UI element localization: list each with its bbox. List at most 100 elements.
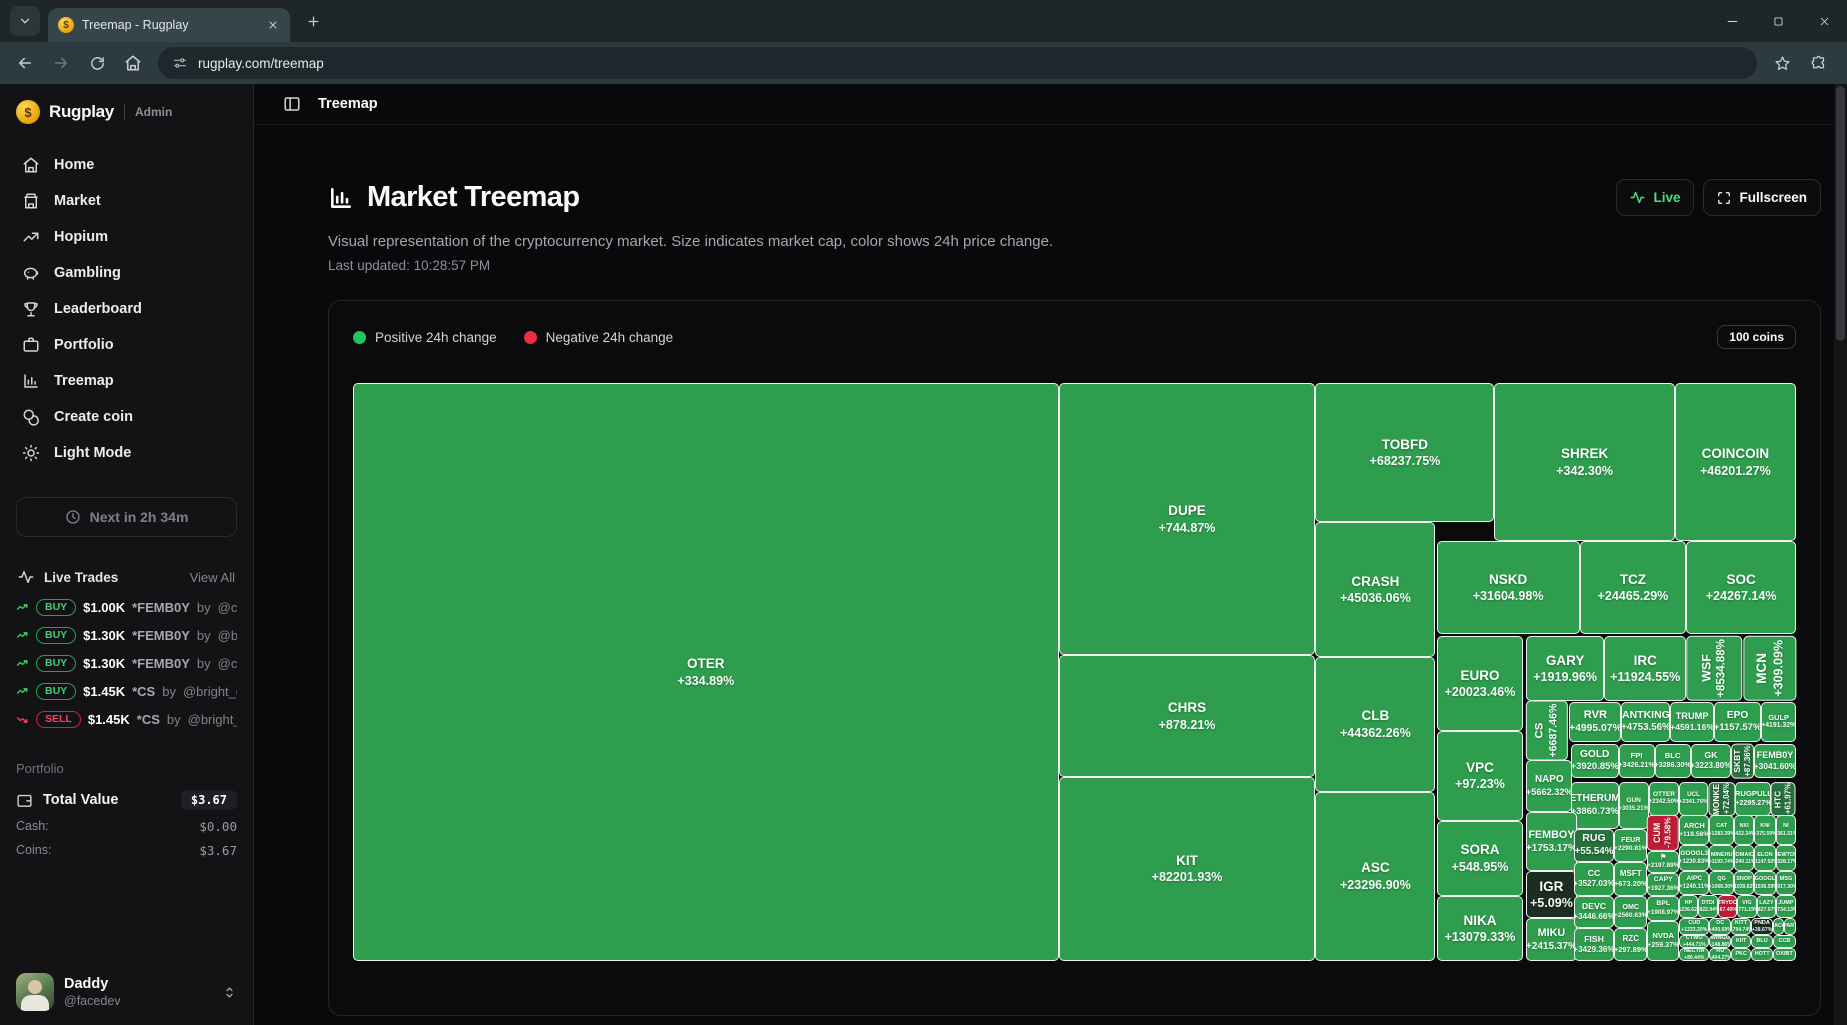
treemap-cell-CCB[interactable]: CCB bbox=[1772, 934, 1796, 949]
treemap-cell-ELON[interactable]: ELON+1147.92% bbox=[1754, 845, 1776, 872]
treemap-cell-TRYDC[interactable]: TRYDC -67.49% bbox=[1718, 895, 1737, 919]
treemap-cell-CAT[interactable]: CAT +1283.39% bbox=[1709, 815, 1734, 846]
treemap-cell-CLB[interactable]: CLB +44362.26% bbox=[1315, 656, 1436, 792]
treemap-cell-GUN[interactable]: GUN +3035.21% bbox=[1618, 781, 1649, 829]
close-button[interactable] bbox=[1801, 0, 1847, 42]
treemap-cell-GOLD[interactable]: GOLD +3920.85% bbox=[1570, 743, 1619, 779]
sidebar-item-home[interactable]: Home bbox=[16, 148, 237, 181]
treemap-cell-NEWTON[interactable]: NEWTON+328.17% bbox=[1775, 845, 1796, 872]
treemap-cell-FEUR[interactable]: FEUR +2290.81% bbox=[1614, 828, 1648, 862]
treemap-cell-WSF[interactable]: WSF +8534.88% bbox=[1686, 636, 1743, 701]
treemap-cell-NECTIA[interactable]: NECTIA +80.44% bbox=[1679, 948, 1710, 961]
scrollbar-thumb[interactable] bbox=[1836, 86, 1845, 341]
treemap-cell-CHRS[interactable]: CHRS +878.21% bbox=[1058, 655, 1316, 777]
treemap-cell-OXIBT[interactable]: OXIBT bbox=[1772, 948, 1796, 961]
treemap-cell-HTC[interactable]: HTC +61.97% bbox=[1771, 781, 1796, 816]
treemap-cell-GOOGL[interactable]: GOOGL+1036.59% bbox=[1754, 871, 1776, 896]
treemap-cell-SOC[interactable]: SOC +24267.14% bbox=[1686, 541, 1796, 634]
treemap-cell-NIKA[interactable]: NIKA +13079.33% bbox=[1436, 896, 1524, 961]
home-button[interactable] bbox=[116, 46, 150, 80]
treemap-cell-ARCH[interactable]: ARCH +118.58% bbox=[1679, 815, 1710, 846]
treemap-cell-MONKE[interactable]: MONKE +72.04% bbox=[1707, 781, 1736, 816]
treemap-cell-IOMAIO[interactable]: IOMAIO+240.11% bbox=[1733, 845, 1755, 872]
sidebar-item-leaderboard[interactable]: Leaderboard bbox=[16, 292, 237, 325]
treemap-cell-⚑[interactable]: ⚑ +2197.89% bbox=[1647, 851, 1680, 874]
trade-row[interactable]: BUY $1.00K *FEMB0Y by @cytec bbox=[16, 595, 237, 619]
treemap-cell-HP[interactable]: HP+1236.62% bbox=[1679, 895, 1698, 919]
treemap-cell-GOOGL3[interactable]: GOOGL3 +1230.83% bbox=[1679, 845, 1710, 872]
treemap-cell-OTER[interactable]: OTER +334.89% bbox=[353, 383, 1059, 961]
treemap-cell-MIKU[interactable]: MIKU +2415.37% bbox=[1526, 918, 1577, 961]
treemap-cell-SHREK[interactable]: SHREK +342.30% bbox=[1494, 383, 1675, 542]
treemap-cell-GARY[interactable]: GARY +1919.96% bbox=[1526, 636, 1605, 701]
treemap-cell-BLU[interactable]: BLU bbox=[1751, 934, 1773, 949]
tab-close-icon[interactable] bbox=[264, 16, 282, 34]
treemap-cell-CC[interactable]: CC +3527.03% bbox=[1573, 861, 1615, 896]
treemap-cell-TRUMP[interactable]: TRUMP +4591.16% bbox=[1670, 702, 1714, 742]
treemap-cell-EPO[interactable]: EPO +1157.57% bbox=[1713, 702, 1762, 742]
treemap-cell-OMC[interactable]: OMC +2560.63% bbox=[1614, 895, 1648, 929]
treemap-cell-NVDA[interactable]: NVDA +259.37% bbox=[1647, 921, 1680, 961]
treemap-cell-OTTER[interactable]: OTTER +2342.50% bbox=[1648, 781, 1680, 816]
treemap-cell-JUMP[interactable]: JUMP+734.13% bbox=[1775, 895, 1796, 919]
treemap-cell-KIT[interactable]: KIT +82201.93% bbox=[1058, 776, 1316, 961]
treemap-cell-SORA[interactable]: SORA +548.95% bbox=[1436, 820, 1524, 897]
treemap-cell-VIG[interactable]: VIG+771.19% bbox=[1736, 895, 1758, 919]
treemap-cell-BLC[interactable]: BLC +3286.30% bbox=[1654, 743, 1691, 779]
treemap-cell-RUG[interactable]: RUG +55.54% bbox=[1573, 828, 1615, 862]
sidebar-item-hopium[interactable]: Hopium bbox=[16, 220, 237, 253]
treemap-cell-RUGPULL[interactable]: RUGPULL +2295.27% bbox=[1735, 781, 1772, 816]
treemap-cell-MINEHU[interactable]: MINEHU +1193.74% bbox=[1709, 845, 1734, 872]
trade-row[interactable]: SELL $1.45K *CS by @bright_dee bbox=[16, 707, 237, 731]
treemap-cell-MCN[interactable]: MCN +309.09% bbox=[1742, 636, 1796, 701]
trade-row[interactable]: BUY $1.30K *FEMB0Y by @brave bbox=[16, 623, 237, 647]
browser-tab[interactable]: $ Treemap - Rugplay bbox=[48, 8, 290, 42]
treemap-cell-FEMB0Y[interactable]: FEMB0Y +3041.60% bbox=[1754, 743, 1796, 779]
page-scrollbar[interactable] bbox=[1834, 84, 1847, 1025]
treemap-cell-NI[interactable]: NI+361.51% bbox=[1775, 815, 1796, 846]
treemap-cell-COINCOIN[interactable]: COINCOIN +46201.27% bbox=[1674, 383, 1796, 542]
sidebar-item-market[interactable]: Market bbox=[16, 184, 237, 217]
next-reward-timer[interactable]: Next in 2h 34m bbox=[16, 497, 237, 537]
bookmark-star-icon[interactable] bbox=[1765, 46, 1799, 80]
sidebar-item-create-coin[interactable]: Create coin bbox=[16, 400, 237, 433]
minimize-button[interactable] bbox=[1709, 0, 1755, 42]
treemap-cell-CUD[interactable]: CUD +1233.20% bbox=[1679, 918, 1710, 935]
treemap-cell-KNI[interactable]: KNI +375.59% bbox=[1754, 815, 1776, 846]
extensions-puzzle-icon[interactable] bbox=[1801, 46, 1835, 80]
treemap-cell-CTWO[interactable]: CTWO +444.71% bbox=[1679, 934, 1710, 949]
treemap-cell-RVR[interactable]: RVR +4995.07% bbox=[1569, 702, 1622, 742]
treemap-cell-VPC[interactable]: VPC +97.23% bbox=[1436, 730, 1524, 821]
treemap-cell-UCL[interactable]: UCL +2341.76% bbox=[1679, 781, 1708, 816]
treemap-cell-CS[interactable]: CS +6687.46% bbox=[1526, 700, 1568, 761]
sidebar-item-treemap[interactable]: Treemap bbox=[16, 364, 237, 397]
treemap-cell-DUPE[interactable]: DUPE +744.87% bbox=[1058, 383, 1316, 656]
treemap-cell-JACO[interactable]: JACO bbox=[1772, 918, 1785, 935]
treemap-cell-DTDI[interactable]: DTDI+822.04% bbox=[1697, 895, 1719, 919]
treemap-cell-ANTKING[interactable]: ANTKING +4753.56% bbox=[1621, 702, 1671, 742]
treemap-cell-RU[interactable]: RU +404.27% bbox=[1709, 948, 1732, 961]
treemap-cell-KIIT[interactable]: KIIT bbox=[1731, 934, 1752, 949]
sidebar-item-gambling[interactable]: Gambling bbox=[16, 256, 237, 289]
treemap-cell-MSFT[interactable]: MSFT +673.20% bbox=[1614, 861, 1648, 896]
treemap-cell-QG[interactable]: QG +1068.30% bbox=[1709, 871, 1734, 896]
forward-button[interactable] bbox=[44, 46, 78, 80]
address-bar[interactable]: rugplay.com/treemap bbox=[158, 47, 1757, 79]
treemap-cell-FPI[interactable]: FPI +3426.21% bbox=[1618, 743, 1655, 779]
treemap-cell-PART[interactable]: PART bbox=[1784, 918, 1796, 935]
treemap-cell-BPL[interactable]: BPL +1908.97% bbox=[1647, 896, 1680, 922]
back-button[interactable] bbox=[8, 46, 42, 80]
tab-search-button[interactable] bbox=[10, 6, 40, 36]
trade-row[interactable]: BUY $1.30K *FEMB0Y by @calm bbox=[16, 651, 237, 675]
sidebar-item-portfolio[interactable]: Portfolio bbox=[16, 328, 237, 361]
treemap-cell-ETHERUM[interactable]: ETHERUM +3860.73% bbox=[1570, 781, 1619, 829]
treemap-cell-NXI[interactable]: NXI+422.34% bbox=[1733, 815, 1755, 846]
treemap-cell-HOTT[interactable]: HOTT bbox=[1751, 948, 1773, 961]
treemap-cell-IGR[interactable]: IGR +5.09% bbox=[1526, 871, 1577, 919]
treemap-cell-NSKD[interactable]: NSKD +31604.98% bbox=[1436, 541, 1580, 634]
treemap-cell-GULP[interactable]: GULP +4191.32% bbox=[1761, 702, 1796, 742]
treemap-cell-EURO[interactable]: EURO +20023.46% bbox=[1436, 636, 1524, 731]
treemap-cell-ASC[interactable]: ASC +23296.90% bbox=[1315, 791, 1436, 961]
trade-row[interactable]: BUY $1.45K *CS by @bright_dee bbox=[16, 679, 237, 703]
treemap-cell-CUM[interactable]: CUM -79.58% bbox=[1647, 815, 1680, 852]
